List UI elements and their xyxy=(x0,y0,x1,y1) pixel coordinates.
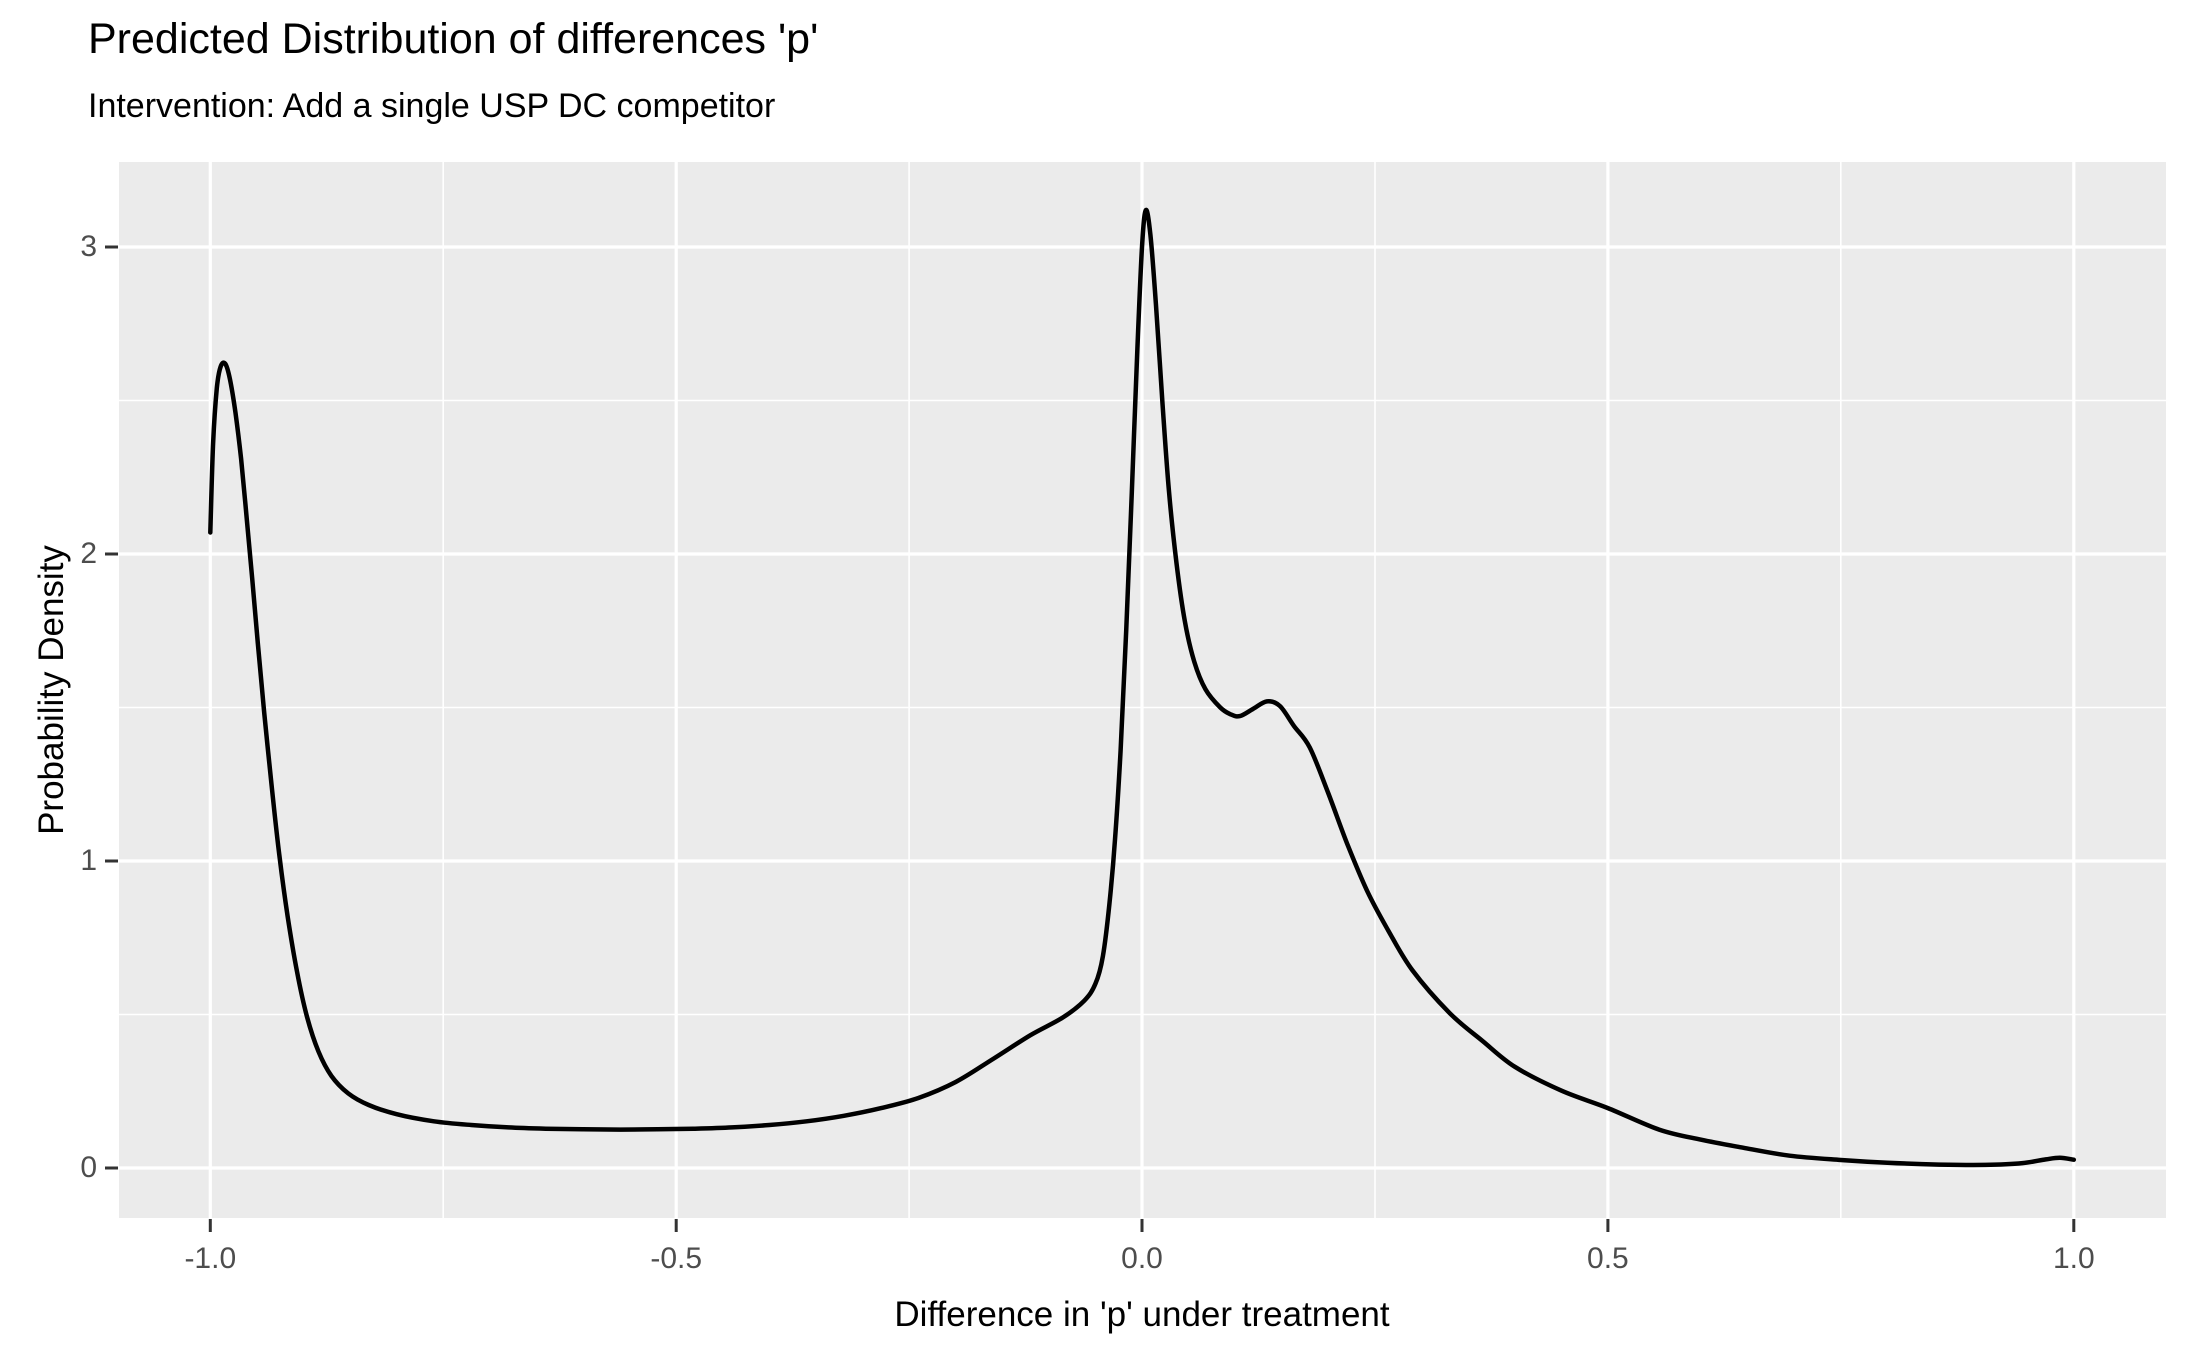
y-tick-label: 1 xyxy=(80,844,97,877)
x-axis-title: Difference in 'p' under treatment xyxy=(894,1295,1390,1334)
x-tick-label: 1.0 xyxy=(2052,1242,2095,1275)
chart-subtitle: Intervention: Add a single USP DC compet… xyxy=(88,87,776,125)
y-tick-label: 2 xyxy=(80,537,97,570)
x-tick-label: 0.0 xyxy=(1121,1242,1163,1275)
x-tick-label: -0.5 xyxy=(650,1242,703,1275)
x-tick-label: 0.5 xyxy=(1587,1242,1629,1275)
chart-title: Predicted Distribution of differences 'p… xyxy=(88,15,819,63)
density-curve xyxy=(208,207,2077,1168)
y-tick-label: 3 xyxy=(80,230,97,263)
y-tick-label: 0 xyxy=(80,1151,97,1184)
y-axis-title: Probability Density xyxy=(31,545,71,835)
x-tick-label: -1.0 xyxy=(184,1242,237,1275)
